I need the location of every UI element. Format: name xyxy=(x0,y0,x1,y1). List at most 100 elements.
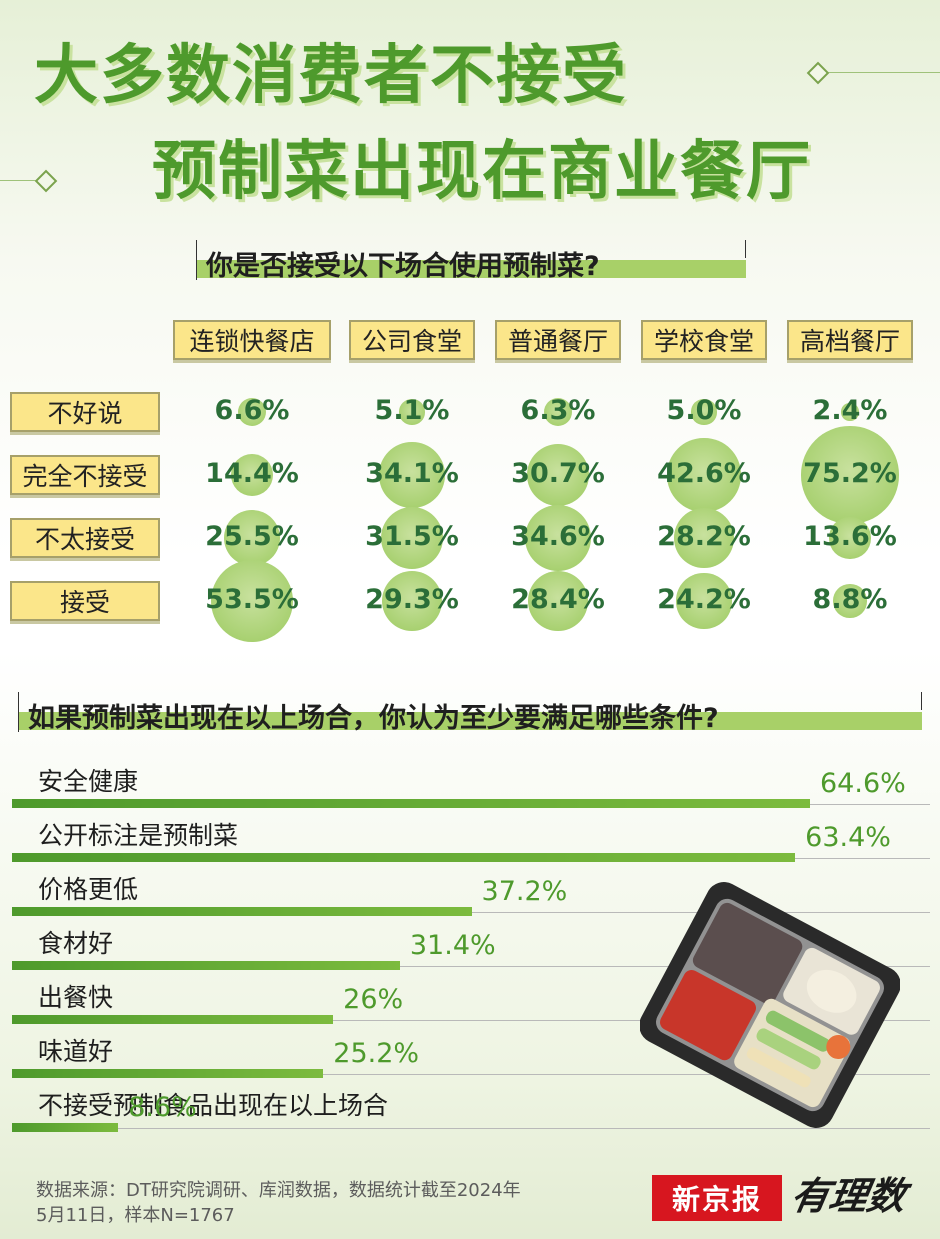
page-title-line2: 预制菜出现在商业餐厅 xyxy=(152,135,812,209)
cucumber-icon-2 xyxy=(756,1028,821,1070)
bubble xyxy=(528,571,588,631)
question2-bracket-right xyxy=(921,692,922,710)
tofu-icon xyxy=(746,1047,811,1088)
bubble-value-label: 30.7% xyxy=(511,458,605,489)
bar-row: 食材好 31.4% xyxy=(12,924,930,988)
bubble xyxy=(833,584,867,618)
bubble-value-label: 34.1% xyxy=(365,458,459,489)
cucumber-icon xyxy=(765,1010,831,1052)
bar xyxy=(12,907,472,916)
row-header-mostly-reject: 不太接受 xyxy=(10,518,160,558)
bar-baseline xyxy=(12,1020,930,1021)
column-header-regular-restaurant: 普通餐厅 xyxy=(495,320,621,360)
bar-value-label: 26% xyxy=(343,984,404,1015)
bar-value-label: 63.4% xyxy=(805,822,891,853)
bubble xyxy=(381,570,443,632)
bar-row: 安全健康 64.6% xyxy=(12,762,930,826)
row-header-accept: 接受 xyxy=(10,581,160,621)
bar-row: 不接受预制食品出现在以上场合 8.6% xyxy=(12,1086,930,1150)
bubble-value-label: 28.4% xyxy=(511,584,605,615)
bubble xyxy=(211,560,293,642)
bubble-value-label: 6.3% xyxy=(520,395,596,426)
bubble xyxy=(667,438,741,512)
bubble-value-label: 5.0% xyxy=(666,395,742,426)
bubble-value-label: 75.2% xyxy=(803,458,897,489)
column-header-highend-restaurant: 高档餐厅 xyxy=(787,320,913,360)
tray-sauce xyxy=(660,969,757,1061)
bar-category-label: 味道好 xyxy=(38,1037,114,1066)
bar-category-label: 安全健康 xyxy=(38,767,139,796)
bar-category-label: 价格更低 xyxy=(38,875,139,904)
bubble xyxy=(399,399,425,425)
bubble xyxy=(526,443,590,507)
bar xyxy=(12,961,400,970)
prepared-meal-tray-image xyxy=(640,882,900,1128)
bubble-value-label: 42.6% xyxy=(657,458,751,489)
column-header-school-canteen: 学校食堂 xyxy=(641,320,767,360)
bar-row: 味道好 25.2% xyxy=(12,1032,930,1096)
bubble-value-label: 28.2% xyxy=(657,521,751,552)
question1-text: 你是否接受以下场合使用预制菜? xyxy=(206,251,600,282)
bubble xyxy=(674,508,734,568)
bubble xyxy=(676,573,732,629)
bubble-value-label: 29.3% xyxy=(365,584,459,615)
bubble-value-label: 24.2% xyxy=(657,584,751,615)
bar-category-label: 出餐快 xyxy=(38,983,114,1012)
bar xyxy=(12,853,796,862)
bubble-value-label: 34.6% xyxy=(511,521,605,552)
bubble-value-label: 14.4% xyxy=(205,458,299,489)
bubble xyxy=(801,426,899,524)
question1-bracket-left xyxy=(196,240,197,280)
column-header-chain-fastfood: 连锁快餐店 xyxy=(173,320,331,360)
bubble-value-label: 2.4% xyxy=(812,395,888,426)
bubble-value-label: 13.6% xyxy=(803,521,897,552)
bubble xyxy=(829,517,871,559)
bar-value-label: 8.6% xyxy=(128,1092,197,1123)
bubble xyxy=(237,397,267,427)
bubble-value-label: 6.6% xyxy=(214,395,290,426)
bubble-value-label: 5.1% xyxy=(374,395,450,426)
bar-baseline xyxy=(12,1128,930,1129)
deco-diamond-left xyxy=(34,169,58,193)
bar-row: 价格更低 37.2% xyxy=(12,870,930,934)
bubble-value-label: 31.5% xyxy=(365,521,459,552)
bar-category-label: 食材好 xyxy=(38,929,114,958)
bar-value-label: 37.2% xyxy=(481,876,568,907)
question2-box: 如果预制菜出现在以上场合，你认为至少要满足哪些条件? xyxy=(18,692,922,734)
deco-line-top-right xyxy=(820,72,940,73)
question1-bracket-right xyxy=(745,240,746,258)
bar-value-label: 31.4% xyxy=(409,930,496,961)
data-source-line1: 数据来源：DT研究院调研、库润数据，数据统计截至2024年 xyxy=(36,1180,521,1201)
bar-baseline xyxy=(12,966,930,967)
question2-text: 如果预制菜出现在以上场合，你认为至少要满足哪些条件? xyxy=(28,703,719,734)
bubble xyxy=(230,453,274,497)
tray-meat xyxy=(692,902,803,1005)
bubble-value-label: 8.8% xyxy=(812,584,888,615)
bar xyxy=(12,1123,119,1132)
bar-row: 出餐快 26% xyxy=(12,978,930,1042)
data-source-note: 数据来源：DT研究院调研、库润数据，数据统计截至2024年 5月11日，样本N=… xyxy=(36,1178,616,1228)
bar xyxy=(12,1069,324,1078)
row-header-totally-reject: 完全不接受 xyxy=(10,455,160,495)
bubble xyxy=(380,506,444,570)
bubble-value-label: 25.5% xyxy=(205,521,299,552)
bubble-value-label: 53.5% xyxy=(205,584,299,615)
bar-category-label: 不接受预制食品出现在以上场合 xyxy=(38,1091,389,1120)
data-source-line2: 5月11日，样本N=1767 xyxy=(36,1205,235,1226)
bubble xyxy=(691,399,717,425)
row-header-unsure: 不好说 xyxy=(10,392,160,432)
bubble xyxy=(379,442,445,508)
egg-icon xyxy=(806,969,857,1013)
bar xyxy=(12,1015,334,1024)
bar xyxy=(12,799,810,808)
page-title-line1: 大多数消费者不接受 xyxy=(34,39,628,113)
bubble xyxy=(543,397,573,427)
deco-diamond-top-right xyxy=(806,61,830,85)
question1-highlight xyxy=(196,260,746,278)
xinjingbao-logo: 新京报 xyxy=(652,1175,782,1221)
column-header-company-canteen: 公司食堂 xyxy=(349,320,475,360)
question2-highlight xyxy=(18,712,922,730)
bar-category-label: 公开标注是预制菜 xyxy=(38,821,239,850)
carrot-icon xyxy=(826,1034,851,1059)
bubble xyxy=(525,505,591,571)
